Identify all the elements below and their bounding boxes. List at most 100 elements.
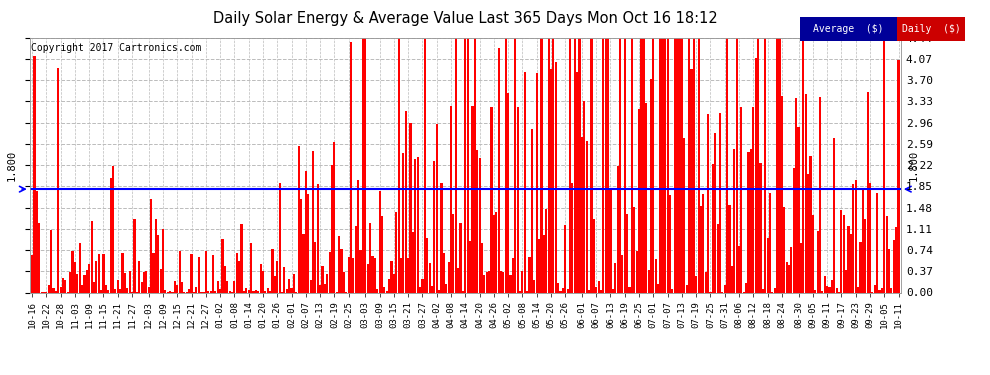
Bar: [834, 138, 836, 292]
Bar: [781, 96, 783, 292]
Bar: [266, 288, 269, 292]
Bar: [559, 291, 561, 292]
Bar: [62, 278, 64, 292]
Bar: [724, 285, 726, 292]
Bar: [826, 286, 829, 292]
Bar: [859, 242, 861, 292]
Bar: [276, 261, 278, 292]
Bar: [490, 107, 493, 292]
Bar: [666, 31, 668, 292]
Bar: [446, 284, 447, 292]
Bar: [514, 31, 517, 292]
Bar: [700, 206, 702, 292]
Bar: [438, 290, 441, 292]
Bar: [798, 127, 800, 292]
Bar: [624, 31, 626, 292]
Bar: [652, 31, 654, 292]
Bar: [571, 183, 573, 292]
Bar: [786, 262, 788, 292]
Bar: [217, 281, 219, 292]
Bar: [229, 291, 231, 292]
Bar: [169, 291, 171, 292]
Bar: [669, 195, 671, 292]
Bar: [226, 281, 229, 292]
Bar: [634, 207, 636, 292]
Bar: [857, 287, 859, 292]
Bar: [426, 237, 429, 292]
Bar: [134, 219, 136, 292]
Bar: [434, 161, 436, 292]
Bar: [836, 288, 838, 292]
Bar: [626, 214, 629, 292]
Bar: [464, 31, 466, 292]
Bar: [512, 258, 514, 292]
Bar: [288, 279, 290, 292]
Bar: [566, 290, 568, 292]
Bar: [110, 178, 112, 292]
Bar: [449, 106, 452, 292]
Bar: [83, 275, 85, 292]
Bar: [695, 276, 697, 292]
Bar: [71, 251, 73, 292]
Bar: [150, 199, 152, 292]
Bar: [312, 152, 314, 292]
Bar: [647, 270, 649, 292]
Bar: [39, 224, 41, 292]
Bar: [466, 31, 468, 292]
Bar: [36, 191, 38, 292]
Bar: [205, 251, 207, 292]
Bar: [693, 36, 695, 292]
Bar: [386, 291, 388, 292]
Bar: [347, 257, 349, 292]
Bar: [822, 291, 824, 292]
Bar: [157, 235, 159, 292]
Bar: [359, 250, 361, 292]
Bar: [898, 60, 900, 292]
Bar: [271, 249, 273, 292]
Bar: [714, 134, 717, 292]
Bar: [643, 31, 644, 292]
Bar: [761, 289, 764, 292]
Bar: [510, 275, 512, 292]
Bar: [614, 263, 617, 292]
Bar: [64, 280, 66, 292]
Bar: [812, 215, 814, 292]
Bar: [717, 224, 719, 292]
Bar: [561, 288, 564, 292]
Bar: [212, 255, 214, 292]
Bar: [274, 276, 276, 292]
Bar: [726, 31, 729, 292]
Bar: [507, 93, 509, 292]
Bar: [554, 62, 556, 292]
Bar: [654, 259, 656, 292]
Bar: [178, 251, 181, 292]
Bar: [124, 273, 126, 292]
Bar: [619, 31, 621, 292]
Bar: [734, 149, 736, 292]
Bar: [457, 268, 459, 292]
Bar: [431, 286, 433, 292]
Bar: [122, 253, 124, 292]
Bar: [129, 271, 131, 292]
Bar: [531, 129, 533, 292]
Bar: [534, 280, 536, 292]
Bar: [629, 287, 631, 292]
Bar: [100, 291, 102, 292]
Bar: [190, 254, 193, 292]
Bar: [488, 272, 490, 292]
Bar: [148, 287, 149, 292]
Bar: [90, 221, 93, 292]
Bar: [690, 69, 692, 292]
Bar: [617, 166, 619, 292]
Bar: [595, 287, 597, 292]
Bar: [57, 69, 59, 292]
Bar: [698, 31, 700, 292]
Bar: [324, 284, 326, 292]
Bar: [522, 271, 524, 292]
Bar: [452, 214, 454, 292]
Bar: [888, 249, 890, 292]
Bar: [493, 215, 495, 292]
Bar: [88, 264, 90, 292]
Bar: [547, 31, 549, 292]
Bar: [842, 215, 844, 292]
